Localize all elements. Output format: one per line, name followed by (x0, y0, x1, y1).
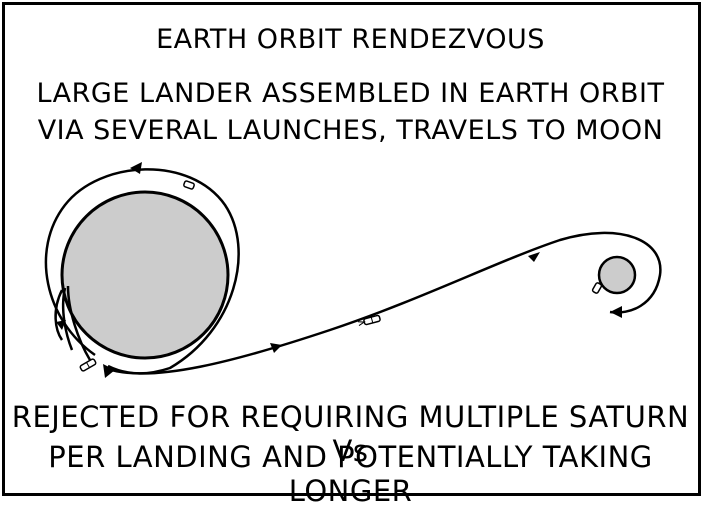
orbit-diagram (44, 162, 662, 378)
caption-line-2: PER LANDING AND POTENTIALLY TAKING LONGE… (48, 440, 653, 508)
launch-arc-1 (54, 289, 64, 341)
subtitle-line-2: VIA SEVERAL LAUNCHES, TRAVELS TO MOON (37, 115, 664, 146)
spacecraft-orbiting (183, 180, 195, 190)
spacecraft-midcourse (357, 314, 381, 326)
moon (597, 255, 637, 295)
spacecraft-departing (79, 358, 97, 372)
arrow-lunar-orbit (610, 306, 622, 318)
panel-title: EARTH ORBIT RENDEZVOUS (156, 24, 545, 55)
translunar-trajectory (104, 231, 662, 375)
caption-line-1: REJECTED FOR REQUIRING MULTIPLE SATURN V… (11, 400, 690, 468)
arrow-launch-1 (56, 320, 66, 330)
earth-orbit (44, 168, 240, 375)
launch-arc-3 (66, 285, 92, 361)
arrow-trajectory-1 (270, 343, 282, 353)
subtitle-line-1: LARGE LANDER ASSEMBLED IN EARTH ORBIT (36, 78, 665, 109)
arrow-departure (103, 364, 115, 378)
spacecraft-lunar (591, 282, 603, 294)
earth (60, 190, 230, 360)
arrow-trajectory-2 (528, 252, 540, 262)
arrow-orbit-top (130, 162, 142, 174)
